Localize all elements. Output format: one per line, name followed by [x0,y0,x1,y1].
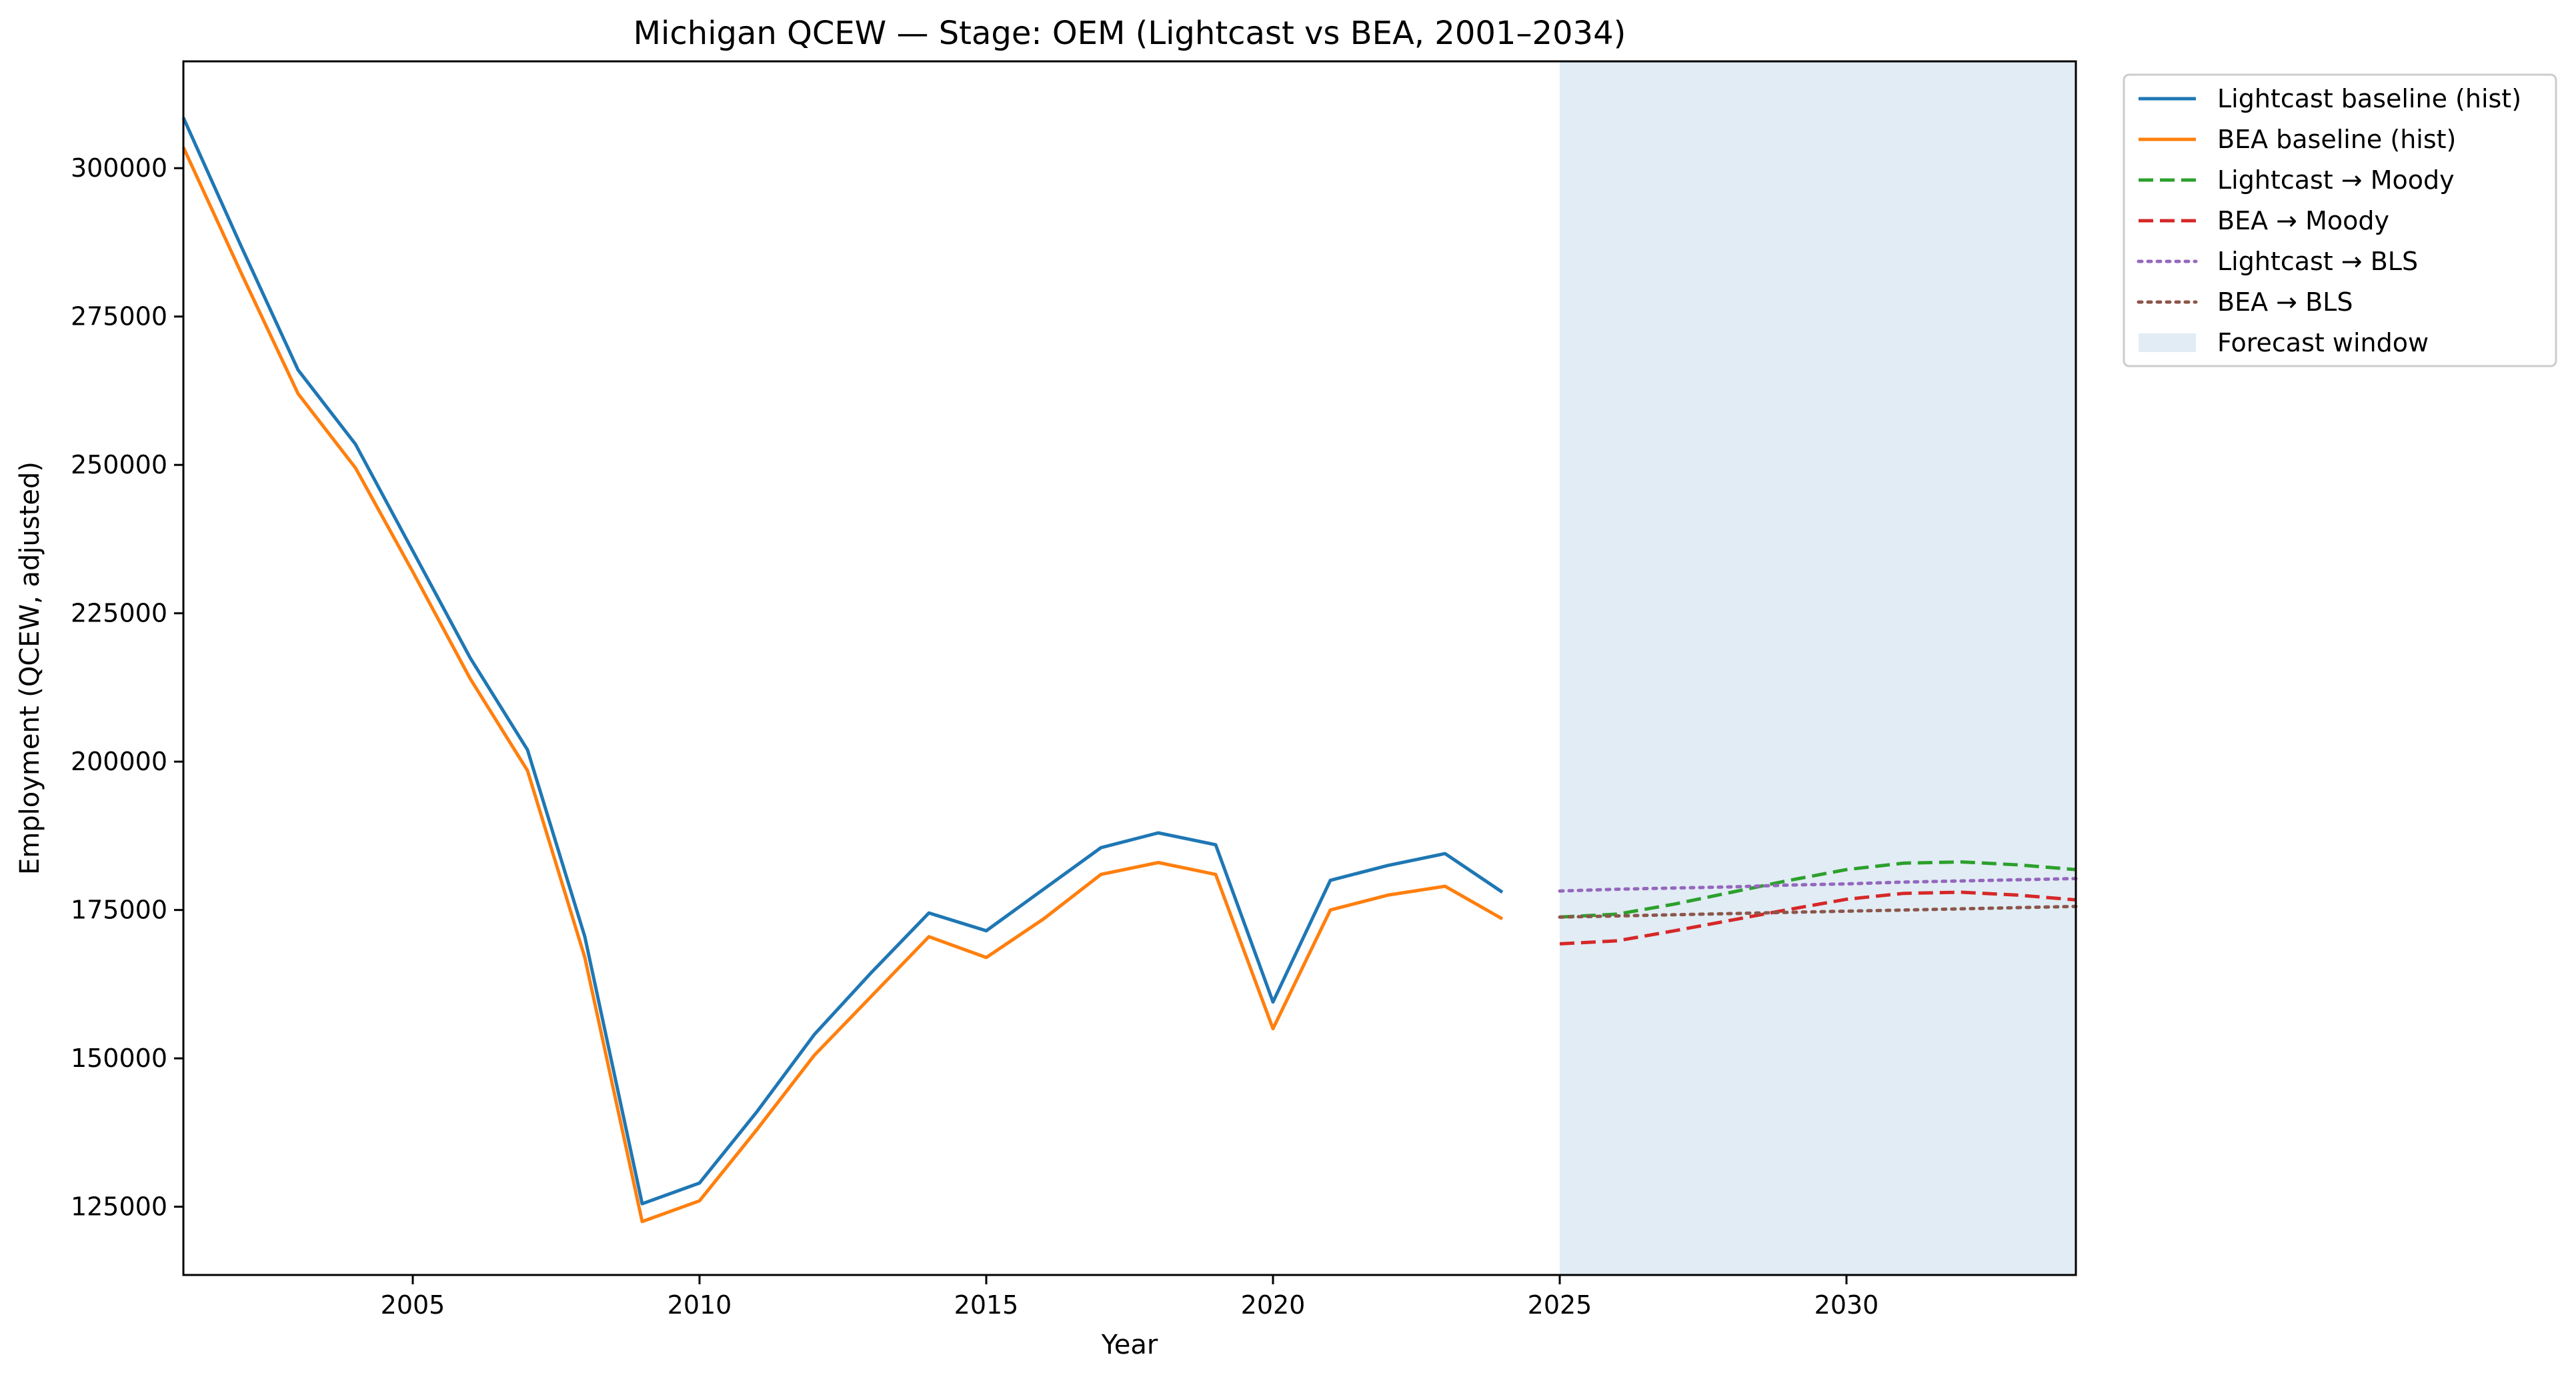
x-tick-label: 2030 [1814,1290,1879,1320]
chart-title: Michigan QCEW — Stage: OEM (Lightcast vs… [633,15,1626,52]
y-tick-label: 300000 [71,153,167,183]
x-tick-label: 2025 [1528,1290,1592,1320]
forecast-window-layer [1560,61,2076,1275]
legend-label: BEA → BLS [2217,287,2353,317]
legend-label: BEA → Moody [2217,206,2389,235]
y-axis: 125000 150000 175000 200000 225000 250000 2750… [71,153,183,1222]
legend-label: Lightcast → Moody [2217,165,2455,195]
y-tick-label: 175000 [71,896,167,925]
y-tick-label: 200000 [71,747,167,776]
x-tick-label: 2015 [954,1290,1019,1320]
y-tick-label: 275000 [71,302,167,331]
legend-swatch [2139,333,2196,352]
y-axis-label: Employment (QCEW, adjusted) [15,461,45,875]
series-line-5 [1558,877,2078,893]
y-tick-label: 150000 [71,1044,167,1073]
series-line-1 [181,117,1504,1206]
legend-frame [2123,73,2557,367]
legend-label: BEA baseline (hist) [2217,125,2456,154]
series-line-3 [1559,860,2077,919]
legend-label: Lightcast baseline (hist) [2217,84,2521,113]
y-tick-label: 225000 [71,599,167,628]
legend-label: Lightcast → BLS [2217,247,2418,276]
forecast-window [1560,61,2076,1275]
series-layer [181,117,2078,1224]
x-tick-label: 2005 [381,1290,445,1320]
x-axis: 2005 2010 2015 2020 2025 2030 [381,1275,1879,1320]
series-line-6 [1558,904,2078,919]
x-tick-label: 2010 [668,1290,732,1320]
x-axis-label: Year [1101,1330,1158,1360]
series-line-2 [181,146,1504,1224]
legend-label: Forecast window [2217,328,2429,357]
y-tick-label: 125000 [71,1192,167,1222]
y-tick-label: 250000 [71,450,167,479]
x-tick-label: 2020 [1241,1290,1306,1320]
legend: Lightcast baseline (hist) BEA baseline (h… [2123,73,2557,367]
series-line-4 [1559,890,2077,946]
plot-frame [182,60,2077,1276]
